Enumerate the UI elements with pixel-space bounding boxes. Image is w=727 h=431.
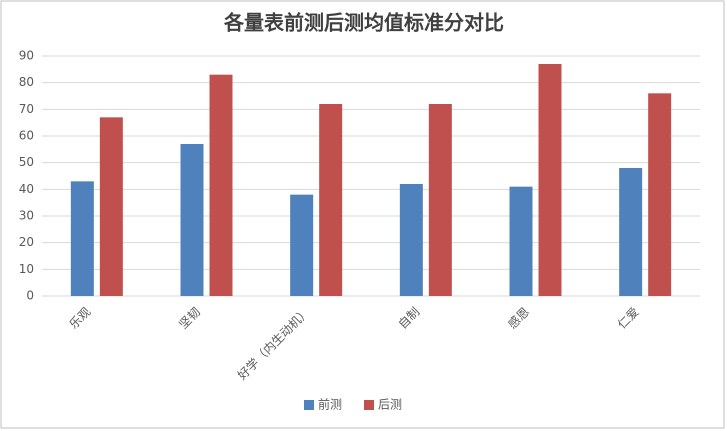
bar <box>70 181 94 296</box>
legend-label: 后测 <box>378 398 402 412</box>
chart-title: 各量表前测后测均值标准分对比 <box>223 11 504 35</box>
bar <box>319 104 343 296</box>
y-tick-label: 80 <box>19 75 34 89</box>
bar <box>538 64 562 296</box>
y-tick-label: 40 <box>19 182 34 196</box>
bar <box>180 144 204 296</box>
y-tick-label: 50 <box>19 155 34 169</box>
bar <box>428 104 452 296</box>
bar <box>209 74 233 297</box>
bar <box>648 93 672 296</box>
bar <box>509 186 533 296</box>
y-tick-label: 0 <box>26 289 34 303</box>
legend-swatch <box>304 400 314 410</box>
y-tick-label: 60 <box>19 129 34 143</box>
bar <box>290 194 314 296</box>
legend-swatch <box>364 400 374 410</box>
bar <box>399 184 423 296</box>
legend-label: 前测 <box>318 397 342 412</box>
y-tick-label: 30 <box>19 209 34 223</box>
bar <box>619 168 643 296</box>
y-tick-label: 90 <box>19 49 34 63</box>
y-tick-label: 70 <box>19 102 34 116</box>
y-tick-label: 10 <box>19 262 34 276</box>
bar <box>99 117 123 296</box>
y-tick-label: 20 <box>19 235 34 249</box>
